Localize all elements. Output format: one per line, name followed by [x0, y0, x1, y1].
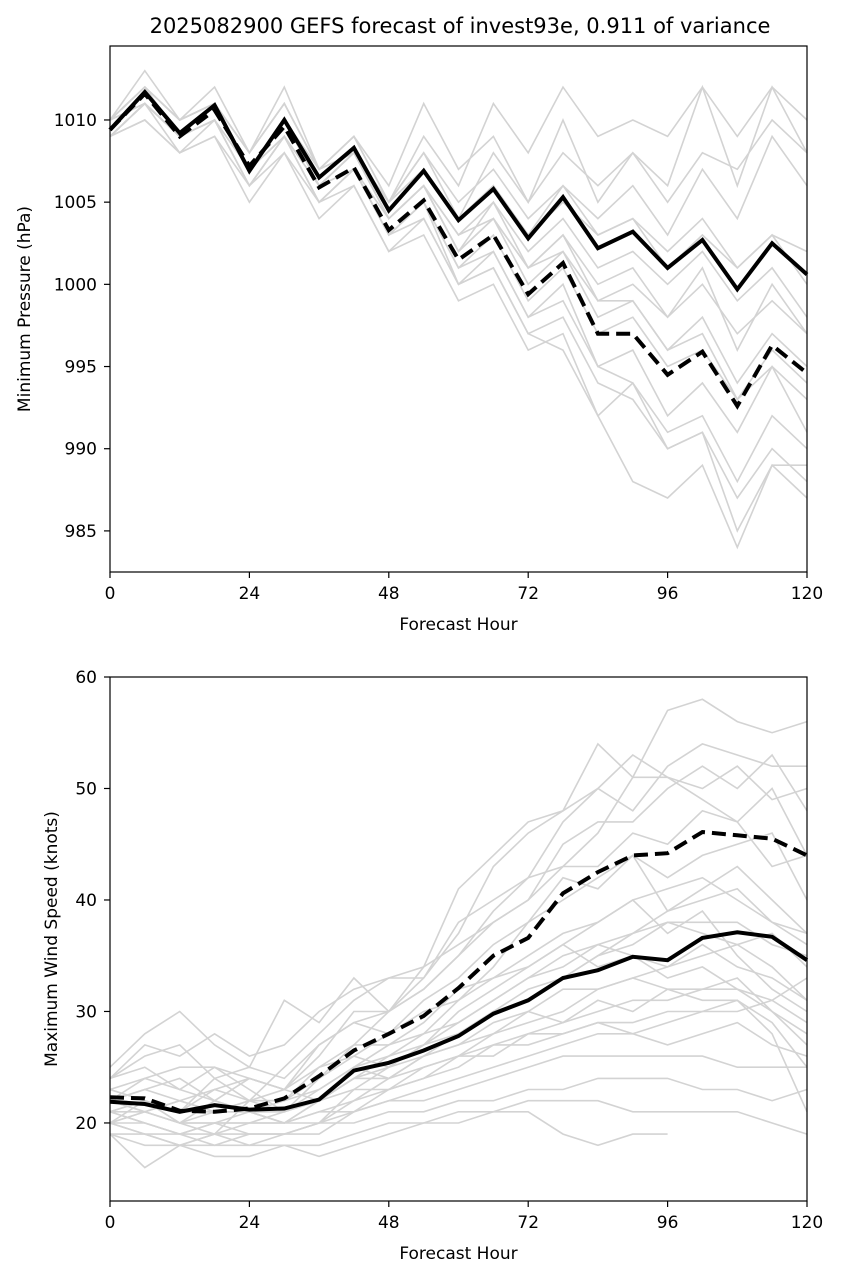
dashed-mean-line: [108, 90, 809, 410]
x-tick-label: 120: [791, 584, 823, 604]
ensemble-member-line-24: [109, 999, 808, 1124]
x-tick-label: 0: [105, 1213, 116, 1233]
x-tick-label: 48: [378, 1213, 400, 1233]
plot-frame: [109, 676, 808, 1202]
pressure-chart: 0 24 48 72 96 120 985 990 995 1000 1005 1010 Foreca…: [15, 45, 823, 635]
ensemble-member-line-10: [109, 119, 808, 434]
ensemble-member-line-9: [109, 988, 808, 1124]
y-tick-label: 1010: [54, 111, 97, 131]
axis-ticks: 0 24 48 72 96 120 985 990 995 1000 1005 1010: [54, 111, 823, 604]
y-tick-label: 990: [65, 440, 97, 460]
plot-frame: [109, 45, 808, 573]
wind-chart: 0 24 48 72 96 120 20 30 40 50 60 Forecast Hour Max…: [42, 668, 823, 1264]
axis-ticks: 0 24 48 72 96 120 20 30 40 50 60: [75, 668, 823, 1233]
ensemble-member-line-10: [109, 1021, 808, 1147]
ensemble-member-line-15: [109, 102, 808, 433]
y-axis-label: Minimum Pressure (hPa): [15, 206, 35, 412]
y-tick-label: 30: [75, 1002, 97, 1022]
ensemble-member-line-12: [109, 1077, 808, 1135]
y-tick-label: 1005: [54, 193, 97, 213]
y-tick-label: 20: [75, 1114, 97, 1134]
x-axis-label: Forecast Hour: [399, 615, 517, 635]
x-tick-label: 24: [239, 1213, 261, 1233]
y-tick-label: 1000: [54, 275, 97, 295]
ensemble-member-line-6: [110, 876, 808, 1135]
x-tick-label: 0: [105, 584, 116, 604]
x-tick-label: 24: [239, 584, 261, 604]
ensemble-member-line-13: [109, 1099, 808, 1147]
x-tick-label: 48: [378, 584, 400, 604]
member-lines: [109, 698, 808, 1169]
ensemble-member-line-15: [109, 753, 808, 1069]
chart-title: 2025082900 GEFS forecast of invest93e, 0…: [150, 14, 771, 38]
ensemble-member-line-23: [109, 988, 808, 1113]
y-tick-label: 985: [65, 522, 97, 542]
x-axis-label: Forecast Hour: [399, 1244, 517, 1264]
ensemble-member-line-14: [109, 1111, 668, 1158]
ensemble-member-line-25: [109, 921, 808, 1113]
ensemble-member-line-17: [109, 854, 808, 1113]
y-axis-label: Maximum Wind Speed (knots): [42, 811, 62, 1067]
x-tick-label: 72: [517, 1213, 539, 1233]
ensemble-member-line-6: [109, 85, 808, 500]
ensemble-member-line-22: [109, 977, 808, 1169]
ensemble-member-line-2: [109, 84, 808, 205]
y-tick-label: 50: [75, 779, 97, 799]
ensemble-member-line-14: [109, 102, 808, 484]
member-lines: [109, 69, 808, 550]
x-tick-label: 96: [657, 584, 679, 604]
mean-lines: [108, 88, 809, 410]
x-tick-label: 120: [791, 1213, 823, 1233]
ensemble-member-line-19: [109, 943, 808, 1113]
y-tick-label: 995: [65, 358, 97, 378]
ensemble-member-line-16: [109, 753, 808, 1079]
dashed-mean-line: [109, 829, 808, 1114]
ensemble-member-line-21: [109, 943, 808, 1091]
y-tick-label: 60: [75, 668, 97, 688]
x-tick-label: 96: [657, 1213, 679, 1233]
y-tick-label: 40: [75, 891, 97, 911]
mean-lines: [109, 829, 809, 1114]
ensemble-member-line-8: [109, 102, 808, 352]
x-tick-label: 72: [517, 584, 539, 604]
solid-mean-line: [109, 930, 809, 1114]
ensemble-member-line-26: [109, 887, 808, 1124]
ensemble-member-line-17: [109, 102, 808, 533]
